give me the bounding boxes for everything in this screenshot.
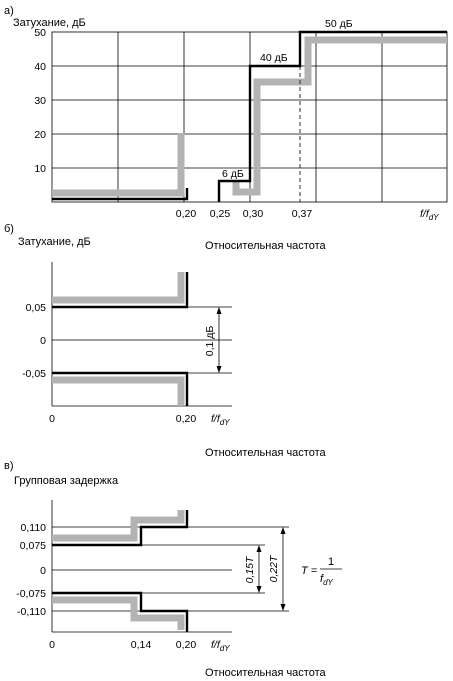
panel-a-ytick: 10 <box>34 163 46 175</box>
panel-b-xaxis-label: f/fdY <box>211 413 230 427</box>
panel-a: а) Затухание, дБ 50 40 30 20 10 6 дБ 40 … <box>4 5 448 222</box>
panel-a-ytick: 30 <box>34 95 46 107</box>
panel-a-annotation-6db: 6 дБ <box>222 168 244 180</box>
panel-a-response-stop <box>217 30 447 202</box>
panel-b-dim-label: 0,1 дБ <box>204 326 216 357</box>
panel-a-ytick: 20 <box>34 129 46 141</box>
panel-a-ylabel: Затухание, дБ <box>13 17 86 29</box>
panel-a-xtick: 0,37 <box>292 208 313 220</box>
panel-a-mask-stop <box>232 36 447 196</box>
panel-c-dim2-label: 0,22T <box>268 554 280 582</box>
panel-b-xlabel-top: Относительная частота <box>205 240 327 252</box>
panel-b-dim-arrowhead-down <box>216 366 222 373</box>
panel-c-tag: в) <box>4 460 14 472</box>
panel-c-xtick: 0 <box>49 639 55 651</box>
panel-c-dim2-arrowhead-down <box>280 604 286 611</box>
panel-a-response-pass <box>52 188 189 201</box>
panel-b: б) Затухание, дБ Относительная частота 0… <box>4 223 327 459</box>
panel-a-tag: а) <box>4 5 14 17</box>
panel-b-xtick: 0 <box>49 413 55 425</box>
panel-a-xtick: 0,30 <box>243 208 264 220</box>
panel-b-tag: б) <box>4 223 14 235</box>
panel-a-ytick: 40 <box>34 61 46 73</box>
panel-c-ytick: 0,110 <box>21 522 47 534</box>
panel-b-ytick: 0,05 <box>26 302 47 314</box>
panel-b-ytick: 0 <box>40 335 46 347</box>
panel-c-caption: Относительная частота <box>205 667 327 679</box>
panel-c-response-lower <box>52 591 189 632</box>
panel-c-xtick: 0,20 <box>176 639 197 651</box>
panel-a-xtick: 0,20 <box>176 208 197 220</box>
panel-b-mask-upper <box>52 272 185 304</box>
panel-b-ytick: -0,05 <box>22 368 46 380</box>
panel-a-mask-pass <box>52 133 185 197</box>
panel-a-annotation-40db: 40 дБ <box>260 52 288 64</box>
panel-c-xaxis-label: f/fdY <box>211 639 230 653</box>
panel-c-response-upper <box>52 510 189 547</box>
panel-c-formula-lhs: T = <box>301 565 318 577</box>
panel-c-dim1-arrowhead-up <box>256 545 262 552</box>
panel-b-response-lower <box>52 371 189 406</box>
panel-c-mask-upper <box>52 510 185 542</box>
panel-b-ylabel: Затухание, дБ <box>18 236 91 248</box>
panel-a-annotation-50db: 50 дБ <box>325 18 353 30</box>
panel-a-frame <box>51 31 448 203</box>
panel-b-caption: Относительная частота <box>205 447 327 459</box>
panel-b-xtick: 0,20 <box>176 413 197 425</box>
panel-c-ytick: 0,075 <box>20 540 46 552</box>
panel-c-formula-den: fdY <box>320 573 334 587</box>
panel-c-formula-num: 1 <box>328 556 334 568</box>
panel-c: в) Групповая задержка 0,110 0,075 0 -0,0… <box>4 460 342 679</box>
panel-b-mask-lower <box>52 376 185 406</box>
panel-a-xaxis-label: f/fdY <box>420 208 439 222</box>
panel-b-dim-arrowhead-up <box>216 307 222 314</box>
panel-c-ytick: 0 <box>40 565 46 577</box>
panel-c-xtick: 0,14 <box>131 639 152 651</box>
panel-c-dim2-arrowhead-up <box>280 527 286 534</box>
panel-b-response-upper <box>52 272 189 309</box>
panel-c-ylabel: Групповая задержка <box>14 475 119 487</box>
panel-a-ytick: 50 <box>34 27 46 39</box>
panel-c-ytick: -0,075 <box>16 588 46 600</box>
panel-a-xtick: 0,25 <box>210 208 231 220</box>
panel-c-dim1-arrowhead-down <box>256 586 262 593</box>
panel-c-mask-lower <box>52 596 185 630</box>
panel-c-ytick: -0,110 <box>17 606 46 618</box>
panel-c-dim1-label: 0,15T <box>244 555 256 583</box>
